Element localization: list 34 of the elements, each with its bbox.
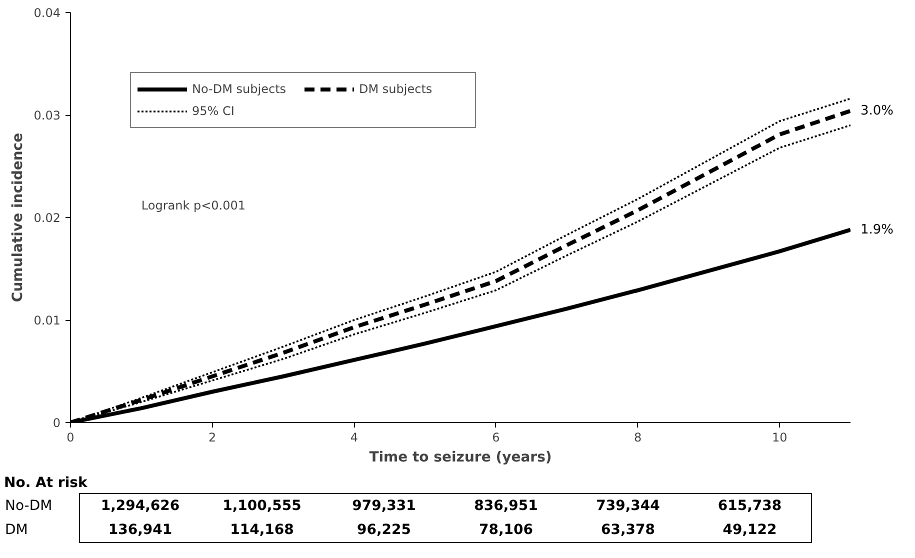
text: No. At risk	[4, 474, 88, 493]
text: DM	[4, 521, 29, 540]
x-tick-label: 8	[634, 430, 642, 444]
text: 136,941	[79, 518, 201, 542]
text: 979,331	[323, 494, 445, 518]
text: 615,738	[689, 494, 811, 518]
text: 78,106	[445, 518, 567, 542]
y-tick-label: 0.04	[34, 6, 60, 20]
legend-label: 95% CI	[192, 104, 236, 118]
text: 836,951	[445, 494, 567, 518]
y-tick-label: 0.03	[34, 108, 60, 122]
annotation: 1.9%	[860, 222, 894, 238]
text: No-DM	[4, 496, 54, 516]
text: 63,378	[567, 518, 689, 542]
x-tick-label: 2	[208, 430, 216, 444]
legend-label: No-DM subjects	[192, 82, 288, 96]
annotation: 3.0%	[860, 103, 894, 118]
x-tick-label: 6	[492, 430, 500, 444]
x-tick-label: 4	[350, 430, 358, 444]
text: 114,168	[201, 518, 323, 542]
y-tick-label: 0	[52, 416, 61, 430]
text: 1,100,555	[201, 494, 323, 518]
text: 1,294,626	[79, 494, 201, 518]
x-tick-label: 0	[66, 430, 74, 444]
x-axis-title: Time to seizure (years)	[369, 450, 552, 466]
text: 739,344	[567, 494, 689, 518]
text: 96,225	[323, 518, 445, 542]
y-tick-label: 0.02	[34, 211, 60, 225]
annotation: Logrank p<0.001	[141, 198, 246, 212]
x-tick-label: 10	[772, 430, 788, 444]
text: 49,122	[689, 518, 811, 542]
legend-label: DM subjects	[359, 82, 434, 96]
y-tick-label: 0.01	[34, 314, 60, 328]
y-axis-title: Cumulative incidence	[10, 132, 26, 302]
